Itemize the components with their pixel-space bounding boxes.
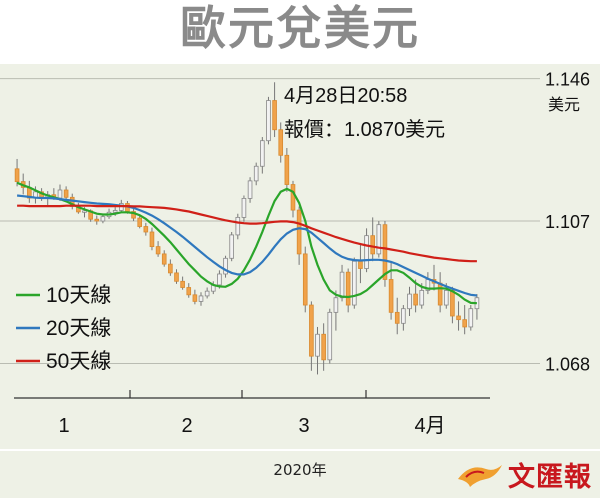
annotation-quote: 報價：1.0870美元 bbox=[284, 118, 445, 141]
candle-body bbox=[290, 184, 296, 211]
x-axis: 1 2 3 4月 bbox=[14, 390, 490, 437]
candle-body bbox=[241, 197, 247, 218]
candle-body bbox=[253, 165, 259, 182]
candle-body bbox=[352, 260, 357, 306]
x-tick-label: 4月 bbox=[414, 415, 445, 437]
candle-body bbox=[186, 287, 192, 296]
candle-body bbox=[364, 235, 369, 269]
y-tick-label: 1.107 bbox=[545, 212, 590, 232]
candle-body bbox=[413, 293, 418, 306]
legend: 10天線 20天線 50天線 bbox=[16, 284, 111, 373]
candle-body bbox=[468, 308, 474, 328]
x-axis-year-label: 2020年 bbox=[273, 461, 327, 479]
candle-body bbox=[388, 279, 394, 313]
candle-body bbox=[327, 311, 333, 361]
candle-body bbox=[302, 253, 308, 306]
legend-label: 10天線 bbox=[46, 284, 111, 307]
publisher-bird-icon bbox=[458, 465, 502, 487]
candle-body bbox=[339, 271, 345, 299]
candle-body bbox=[407, 293, 412, 310]
candle-body bbox=[229, 234, 234, 259]
ma-line-1 bbox=[16, 181, 477, 305]
footer-bar: 2020年 bbox=[0, 451, 600, 498]
candle-body bbox=[266, 100, 271, 142]
candle-body bbox=[401, 308, 406, 324]
candle-body bbox=[370, 235, 375, 255]
candle-body bbox=[235, 216, 241, 236]
ma-line-3 bbox=[17, 204, 477, 263]
gridlines bbox=[0, 78, 540, 364]
candle-body bbox=[278, 129, 284, 156]
candle-body bbox=[174, 272, 179, 282]
publisher-name: 文匯報 bbox=[508, 461, 592, 493]
candle-body bbox=[437, 282, 443, 306]
candle-body bbox=[376, 224, 382, 255]
candle-body bbox=[112, 210, 118, 213]
candle-body bbox=[137, 217, 142, 227]
candle-body bbox=[382, 224, 388, 280]
candle-body bbox=[456, 315, 461, 321]
candle-body bbox=[100, 216, 106, 222]
moving-average-lines bbox=[16, 181, 478, 305]
candle-body bbox=[333, 297, 339, 313]
candle-body bbox=[155, 246, 161, 255]
candle-body bbox=[192, 294, 198, 302]
y-axis-unit: 美元 bbox=[548, 96, 580, 114]
candle-body bbox=[63, 189, 69, 198]
candle-body bbox=[161, 253, 167, 265]
candle-body bbox=[180, 280, 185, 288]
candle-body bbox=[204, 290, 210, 297]
y-tick-label: 1.068 bbox=[545, 354, 590, 374]
candle-body bbox=[315, 333, 320, 357]
chart-panel bbox=[0, 64, 600, 449]
legend-label: 20天線 bbox=[46, 317, 111, 340]
chart-title: 歐元兌美元 bbox=[180, 1, 420, 55]
candle-body bbox=[345, 271, 351, 306]
candle-body bbox=[443, 290, 449, 306]
candle-body bbox=[284, 154, 290, 185]
candle-body bbox=[57, 189, 63, 199]
candle-body bbox=[296, 209, 302, 255]
x-tick-label: 3 bbox=[298, 415, 309, 437]
candle-body bbox=[260, 140, 265, 167]
candle-body bbox=[272, 100, 277, 131]
publisher-logo: 文匯報 bbox=[456, 454, 592, 494]
candle-body bbox=[168, 263, 173, 274]
y-tick-label: 1.146 bbox=[545, 70, 590, 90]
candle-body bbox=[14, 168, 20, 183]
candle-body bbox=[309, 304, 314, 357]
candle-body bbox=[94, 218, 100, 222]
x-tick-label: 2 bbox=[181, 415, 192, 437]
candle-body bbox=[358, 260, 363, 269]
candle-body bbox=[223, 257, 228, 275]
candle-body bbox=[143, 226, 149, 233]
candle-body bbox=[450, 290, 455, 317]
candle-body bbox=[217, 273, 222, 286]
candle-body bbox=[247, 180, 253, 199]
candle-body bbox=[394, 311, 400, 324]
x-tick-label: 1 bbox=[58, 415, 69, 437]
annotation-datetime: 4月28日20:58 bbox=[284, 85, 407, 107]
ma-line-2 bbox=[16, 194, 478, 297]
candle-body bbox=[419, 290, 425, 306]
candle-body bbox=[149, 231, 155, 248]
candle-body bbox=[82, 210, 87, 213]
candle-body bbox=[462, 319, 467, 328]
candle-body bbox=[198, 295, 204, 302]
y-axis-ticks: 1.146 1.107 1.068 bbox=[545, 70, 590, 375]
legend-label: 50天線 bbox=[46, 350, 111, 373]
candle-body bbox=[321, 333, 326, 361]
